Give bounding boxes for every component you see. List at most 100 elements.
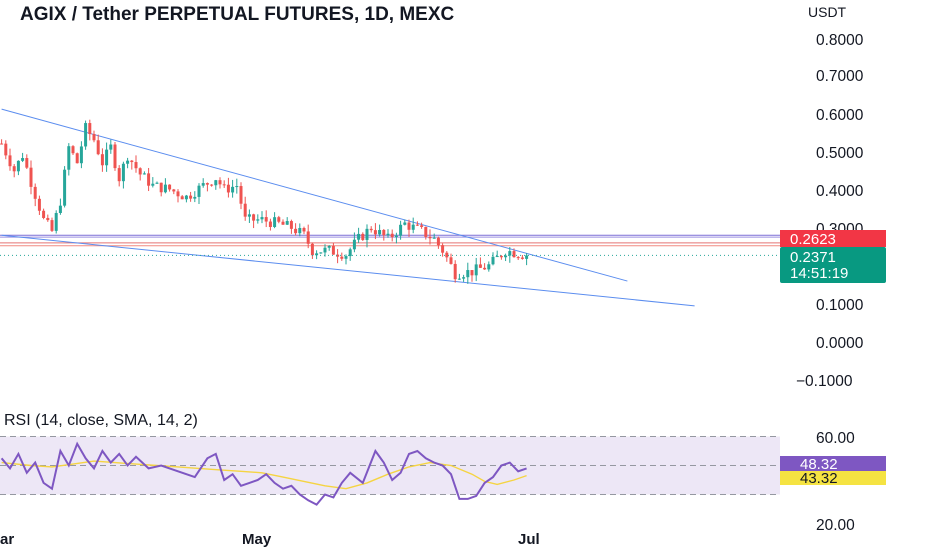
candle-body <box>29 167 33 187</box>
price-axis[interactable]: 0.8000 0.7000 0.6000 0.5000 0.4000 0.300… <box>796 32 864 390</box>
candle-body <box>319 252 323 254</box>
candle-body <box>277 217 281 222</box>
price-tick-0-8: 0.8000 <box>816 32 864 49</box>
candle-body <box>445 252 449 258</box>
candle-body <box>155 182 159 184</box>
candle-body <box>33 186 37 199</box>
rsi-panel[interactable]: RSI (14, close, SMA, 14, 2) 60.00 20.00 … <box>0 412 886 534</box>
candle-body <box>294 228 298 234</box>
candle-body <box>243 203 247 217</box>
candle-body <box>407 222 411 230</box>
price-tick-neg-0-1: −0.1000 <box>796 373 853 390</box>
candle-body <box>239 186 243 204</box>
candle <box>331 242 335 255</box>
candle-body <box>75 153 79 164</box>
candle-body <box>336 254 340 257</box>
candle <box>54 210 58 234</box>
price-tick-0-6: 0.6000 <box>816 107 864 124</box>
candle-body <box>499 256 503 258</box>
time-label-may: May <box>242 531 272 548</box>
candle <box>147 167 151 192</box>
candle-body <box>210 184 214 186</box>
candle <box>525 253 529 266</box>
candle-body <box>432 237 436 239</box>
candle-body <box>134 162 138 169</box>
candle <box>365 224 369 248</box>
candle-body <box>298 228 302 234</box>
candle <box>71 145 75 155</box>
candlestick-series <box>0 119 529 284</box>
candle-body <box>281 221 285 225</box>
candle-body <box>365 228 369 240</box>
candle <box>445 251 449 262</box>
candle <box>504 253 508 262</box>
candle-body <box>142 173 146 175</box>
candle <box>348 247 352 261</box>
candle-body <box>37 198 41 211</box>
price-tick-0-5: 0.5000 <box>816 145 864 162</box>
rsi-sma-line <box>1 460 527 490</box>
candle <box>386 229 390 238</box>
candle-body <box>184 195 188 200</box>
candle-body <box>315 253 319 256</box>
candle <box>84 120 88 150</box>
candle-body <box>487 264 491 270</box>
candle <box>231 179 235 198</box>
candle-body <box>130 160 134 163</box>
candle <box>327 245 331 251</box>
candle <box>218 177 222 189</box>
candle-body <box>109 144 113 150</box>
candle-body <box>176 191 180 197</box>
candle-body <box>449 257 453 264</box>
candle-body <box>218 180 222 185</box>
trendlines[interactable] <box>1 108 695 307</box>
candle <box>302 226 306 235</box>
candle <box>63 166 67 208</box>
candle-body <box>180 196 184 200</box>
sma-value-tag <box>780 471 886 485</box>
candle <box>277 215 281 224</box>
candle <box>58 198 62 215</box>
candle <box>285 217 289 225</box>
candle-body <box>348 249 352 257</box>
price-tick-0-7: 0.7000 <box>816 68 864 85</box>
candle <box>441 243 445 257</box>
candle <box>474 257 478 282</box>
candle <box>121 161 125 189</box>
candle-body <box>88 123 92 135</box>
candle-body <box>21 158 25 161</box>
candle-body <box>525 255 529 259</box>
candle <box>491 252 495 266</box>
candle-body <box>508 251 512 256</box>
candle-body <box>189 195 193 199</box>
candle <box>340 252 344 261</box>
candle <box>415 221 419 226</box>
candle <box>113 142 117 171</box>
candle <box>268 218 272 231</box>
candle-body <box>369 228 373 231</box>
candle <box>197 183 201 205</box>
candle <box>470 270 474 282</box>
chart-title: AGIX / Tether PERPETUAL FUTURES, 1D, MEX… <box>20 4 455 25</box>
candle-body <box>504 255 508 258</box>
candle-body <box>474 264 478 276</box>
candle-body <box>147 173 151 186</box>
candle <box>298 223 302 237</box>
candle <box>512 248 516 258</box>
candle-body <box>424 226 428 237</box>
candle <box>235 178 239 194</box>
candle <box>163 178 167 194</box>
candle-body <box>306 231 310 244</box>
candle <box>411 217 415 234</box>
candle <box>79 141 83 169</box>
candle-body <box>403 222 407 225</box>
time-axis[interactable]: ar May Jul <box>0 531 540 548</box>
candle-body <box>373 230 377 235</box>
candle-body <box>411 224 415 230</box>
resistance-price-label: 0.2623 <box>790 231 836 248</box>
candle <box>4 140 8 160</box>
candle-body <box>96 140 100 155</box>
candle <box>205 182 209 192</box>
candle-body <box>483 267 487 270</box>
